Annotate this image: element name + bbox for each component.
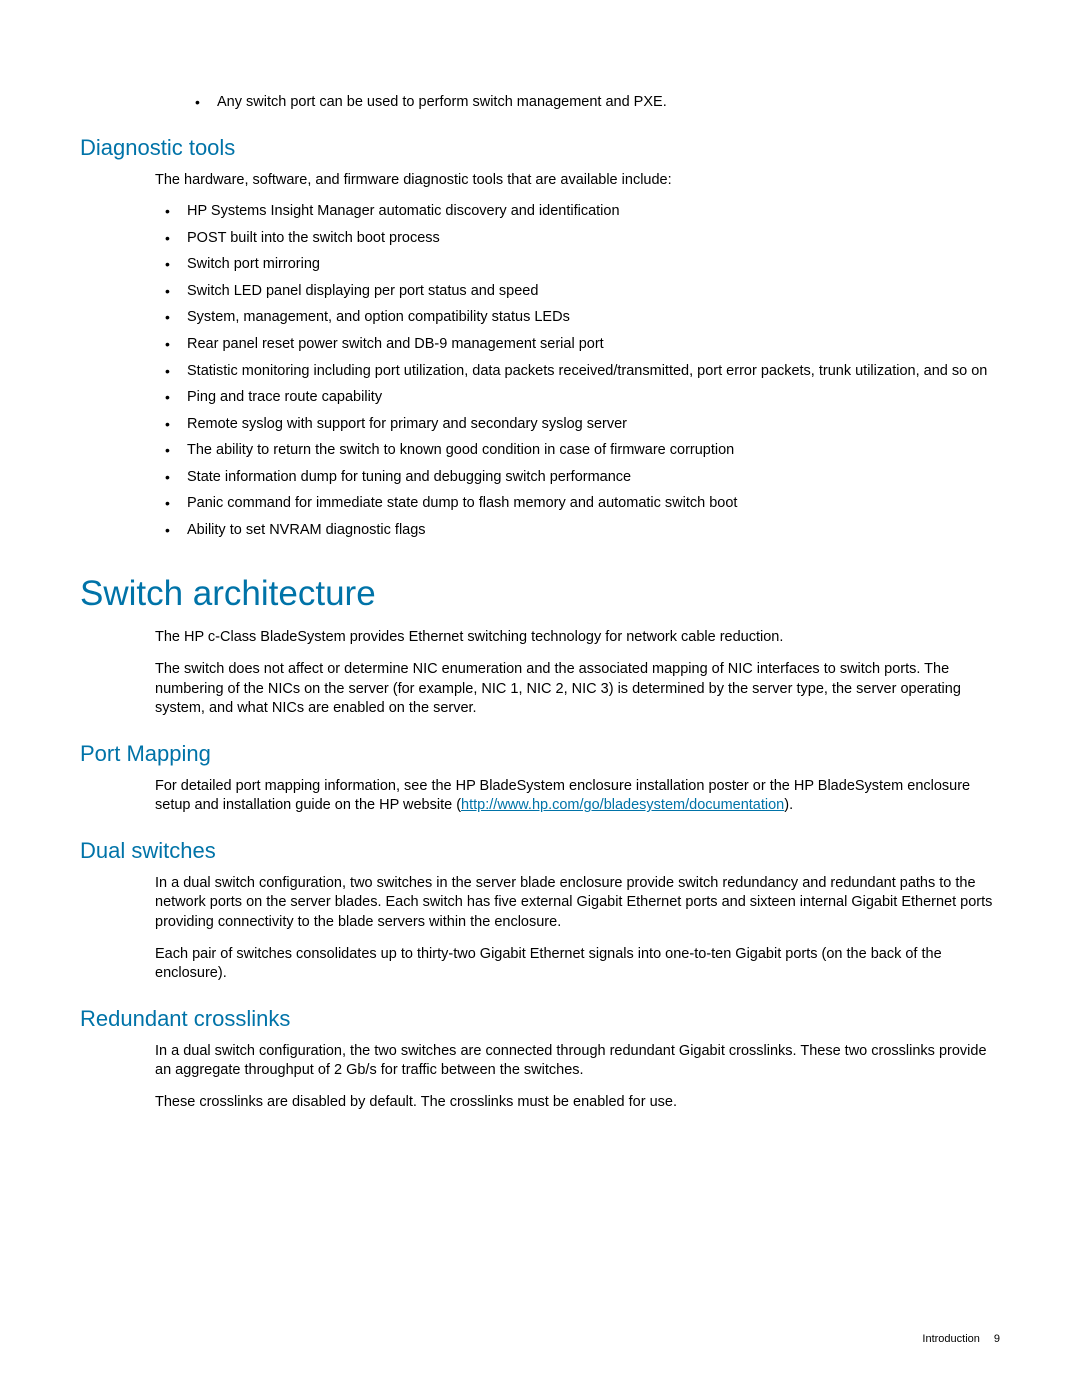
heading-dual-switches: Dual switches bbox=[80, 838, 1000, 864]
heading-switch-architecture: Switch architecture bbox=[80, 574, 1000, 614]
list-item: The ability to return the switch to know… bbox=[155, 441, 1000, 461]
footer-page-number: 9 bbox=[994, 1333, 1000, 1345]
list-item: Switch port mirroring bbox=[155, 255, 1000, 275]
heading-redundant-crosslinks: Redundant crosslinks bbox=[80, 1006, 1000, 1032]
arch-para-2: The switch does not affect or determine … bbox=[155, 660, 1000, 719]
top-bullet-list: Any switch port can be used to perform s… bbox=[185, 93, 1000, 113]
list-item: Ability to set NVRAM diagnostic flags bbox=[155, 521, 1000, 541]
diagnostic-intro: The hardware, software, and firmware dia… bbox=[155, 171, 1000, 191]
list-item: POST built into the switch boot process bbox=[155, 229, 1000, 249]
list-item: Rear panel reset power switch and DB-9 m… bbox=[155, 335, 1000, 355]
list-item: HP Systems Insight Manager automatic dis… bbox=[155, 202, 1000, 222]
redundant-para-2: These crosslinks are disabled by default… bbox=[155, 1093, 1000, 1113]
footer-section-label: Introduction bbox=[922, 1333, 979, 1345]
heading-port-mapping: Port Mapping bbox=[80, 741, 1000, 767]
diagnostic-bullet-list: HP Systems Insight Manager automatic dis… bbox=[155, 202, 1000, 540]
list-item: Panic command for immediate state dump t… bbox=[155, 494, 1000, 514]
dual-para-2: Each pair of switches consolidates up to… bbox=[155, 945, 1000, 984]
page-footer: Introduction 9 bbox=[922, 1333, 1000, 1345]
list-item: Remote syslog with support for primary a… bbox=[155, 415, 1000, 435]
list-item: Statistic monitoring including port util… bbox=[155, 362, 1000, 382]
port-mapping-para: For detailed port mapping information, s… bbox=[155, 777, 1000, 816]
arch-para-1: The HP c-Class BladeSystem provides Ethe… bbox=[155, 628, 1000, 648]
port-mapping-text-after: ). bbox=[784, 797, 793, 813]
dual-para-1: In a dual switch configuration, two swit… bbox=[155, 874, 1000, 933]
list-item: Any switch port can be used to perform s… bbox=[185, 93, 1000, 113]
list-item: Ping and trace route capability bbox=[155, 388, 1000, 408]
list-item: State information dump for tuning and de… bbox=[155, 468, 1000, 488]
documentation-link[interactable]: http://www.hp.com/go/bladesystem/documen… bbox=[461, 797, 784, 813]
list-item: System, management, and option compatibi… bbox=[155, 308, 1000, 328]
redundant-para-1: In a dual switch configuration, the two … bbox=[155, 1042, 1000, 1081]
heading-diagnostic-tools: Diagnostic tools bbox=[80, 135, 1000, 161]
list-item: Switch LED panel displaying per port sta… bbox=[155, 282, 1000, 302]
